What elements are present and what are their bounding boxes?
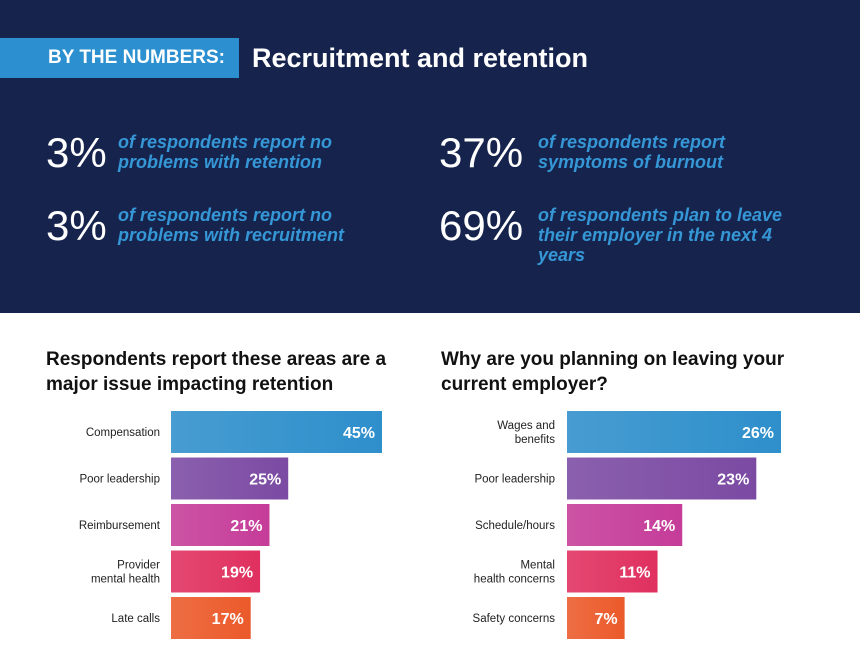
retention-category-label-provider-mental-health: Provider mental health (91, 560, 160, 586)
leaving-category-label-mental-health-concerns: Mental health concerns (474, 560, 555, 586)
leaving-category-label-schedule-hours: Schedule/hours (475, 520, 555, 532)
leaving-bar-poor-leadership (567, 457, 757, 500)
leaving-value-label-schedule-hours: 14% (643, 518, 675, 535)
retention-bar-provider-mental-health (171, 550, 261, 593)
retention-value-label-reimbursement: 21% (230, 518, 262, 535)
retention-value-label-poor-leadership: 25% (249, 472, 281, 489)
stat-text-leave-employer: of respondents plan to leave their emplo… (538, 205, 783, 265)
leaving-bar-schedule-hours (567, 504, 683, 546)
leaving-value-label-safety-concerns: 7% (594, 611, 617, 628)
leaving-bar-mental-health-concerns (567, 550, 658, 593)
stat-text-burnout: of respondents report symptoms of burnou… (538, 132, 726, 172)
leaving-category-label-safety-concerns: Safety concerns (473, 613, 556, 625)
retention-value-label-late-calls: 17% (212, 611, 244, 628)
stat-text-retention: of respondents report no problems with r… (118, 132, 333, 172)
stat-number-recruitment: 3% (46, 202, 107, 249)
header-panel: BY THE NUMBERS: Recruitment and retentio… (0, 0, 860, 313)
retention-value-label-provider-mental-health: 19% (221, 565, 253, 582)
page-title: Recruitment and retention (252, 43, 589, 73)
retention-bar-late-calls (171, 597, 251, 639)
by-the-numbers-badge: BY THE NUMBERS: (0, 38, 239, 78)
retention-bar-reimbursement (171, 504, 270, 546)
leaving-reasons-chart-title: Why are you planning on leaving your cur… (441, 349, 785, 395)
leaving-value-label-poor-leadership: 23% (717, 472, 749, 489)
retention-bar-compensation (171, 411, 382, 453)
retention-bar-poor-leadership (171, 457, 289, 500)
retention-value-label-compensation: 45% (343, 425, 375, 442)
stat-number-retention: 3% (46, 129, 107, 176)
retention-category-label-reimbursement: Reimbursement (79, 520, 161, 532)
retention-issues-chart-title: Respondents report these areas are a maj… (46, 349, 387, 395)
leaving-value-label-mental-health-concerns: 11% (619, 565, 650, 582)
retention-issues-bar-chart: 45% Compensation 25% Poor leadership 21% Reim… (79, 411, 382, 639)
retention-category-label-compensation: Compensation (86, 427, 160, 439)
leaving-category-label-wages-and-benefits: Wages and benefits (497, 420, 555, 446)
stat-text-recruitment: of respondents report no problems with r… (118, 205, 345, 245)
leaving-bar-wages-and-benefits (567, 411, 781, 453)
leaving-bar-safety-concerns (567, 597, 625, 639)
stat-number-burnout: 37% (439, 129, 524, 176)
leaving-reasons-bar-chart: 26% Wages and benefits 23% Poor leadership 14… (473, 411, 781, 639)
stat-number-leave-employer: 69% (439, 202, 524, 249)
leaving-value-label-wages-and-benefits: 26% (742, 425, 774, 442)
retention-category-label-late-calls: Late calls (111, 613, 160, 625)
retention-category-label-poor-leadership: Poor leadership (79, 474, 160, 486)
leaving-category-label-poor-leadership: Poor leadership (474, 474, 555, 486)
